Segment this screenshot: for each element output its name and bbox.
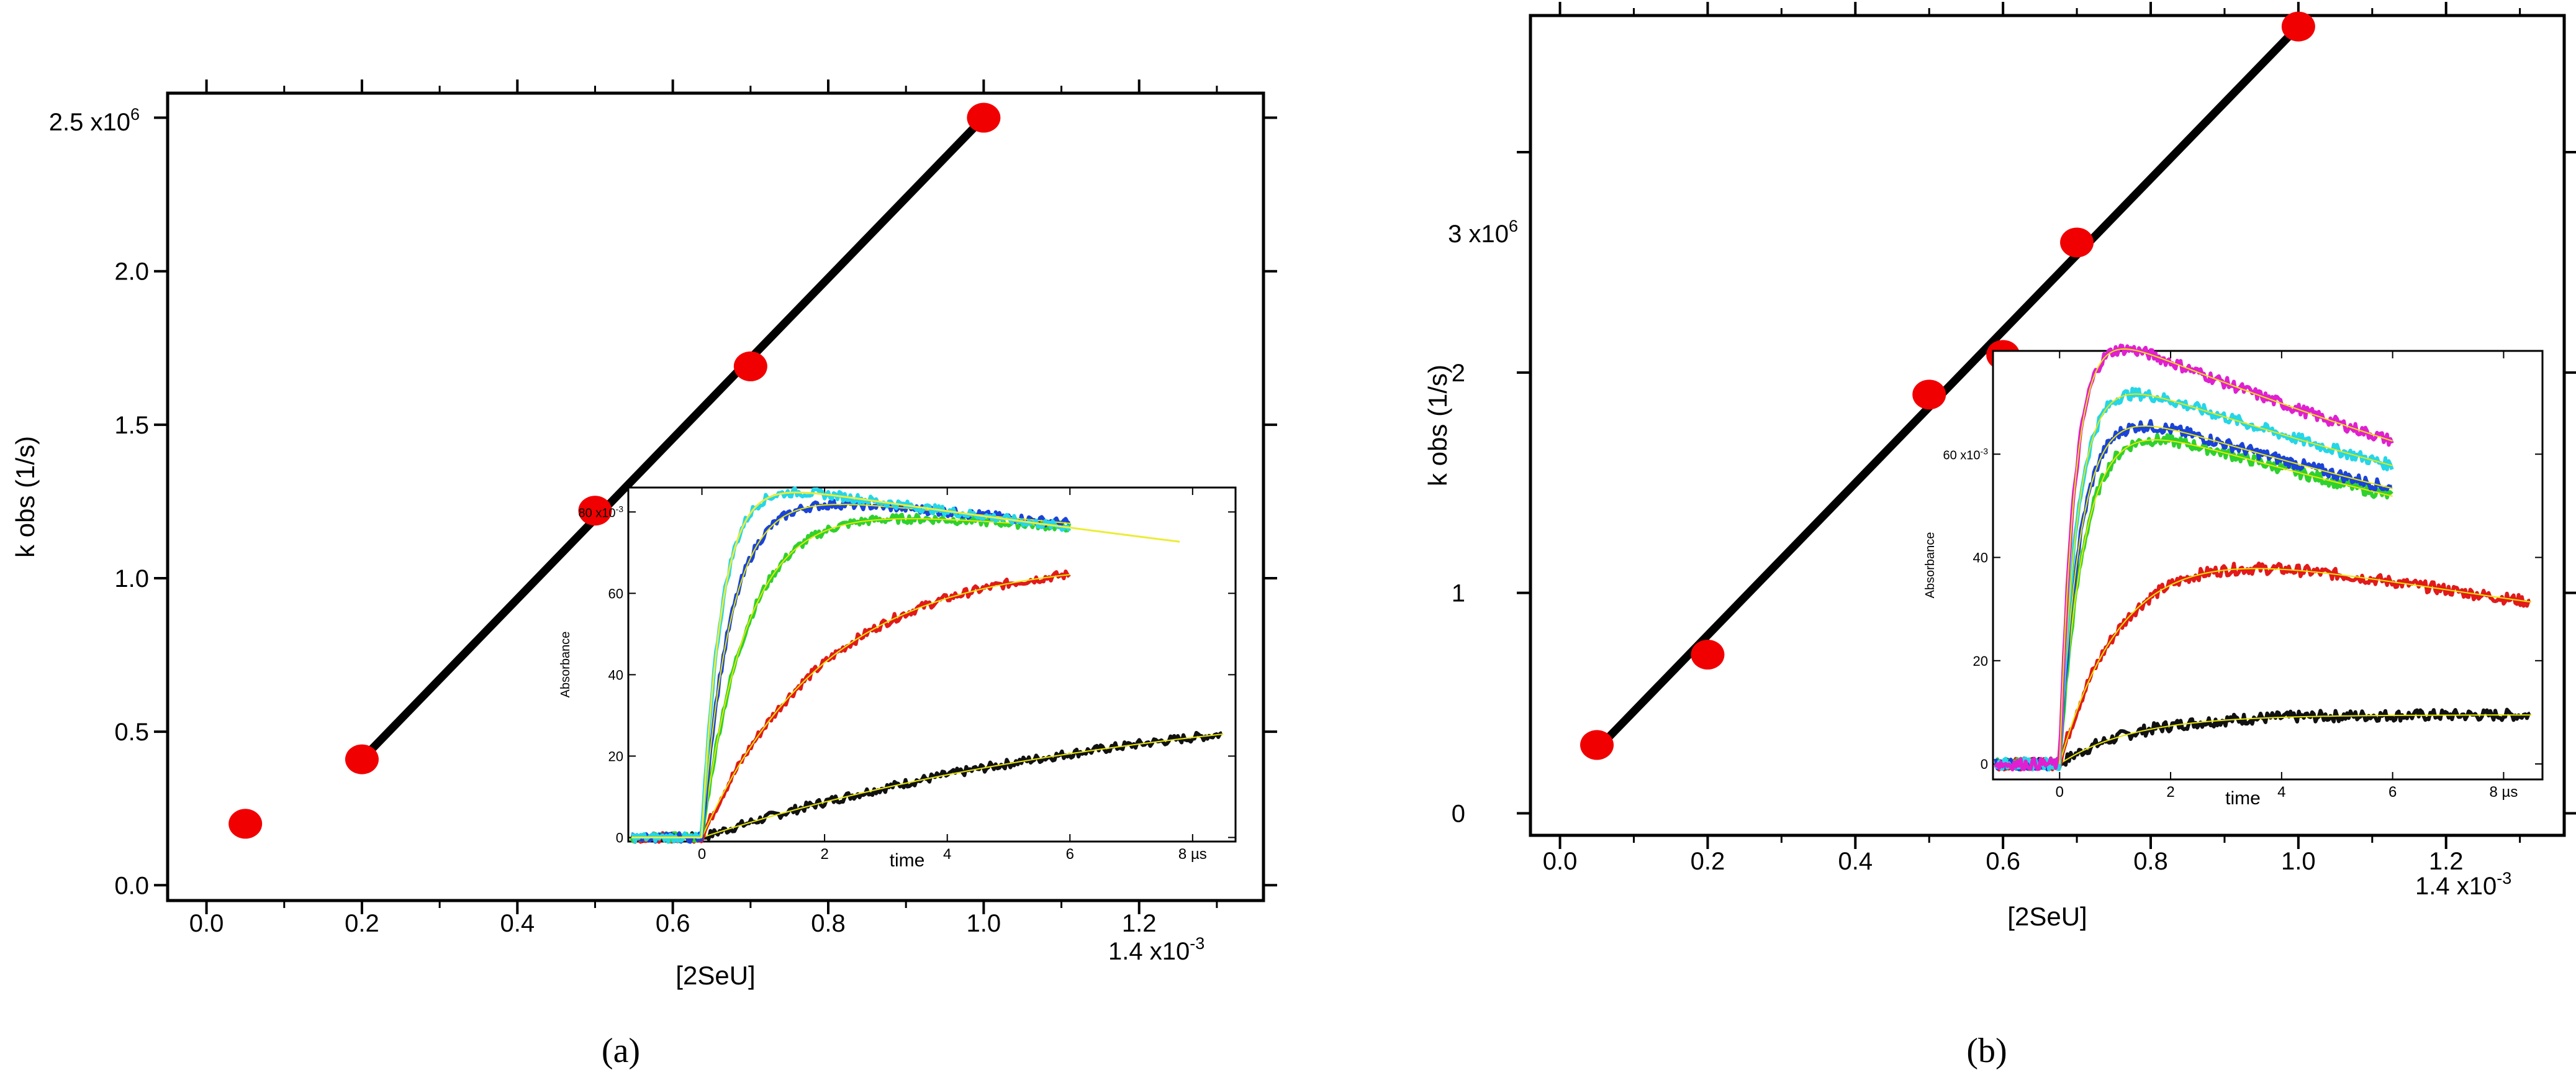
inset-x-tick-label-b: 8 µs <box>2490 784 2518 801</box>
x-tick-label-b: 0.4 <box>1838 848 1873 875</box>
inset-x-tick-label-a: 0 <box>698 846 706 863</box>
inset-fit-black-a <box>702 733 1224 838</box>
x-exponent-label-a: 1.4 x10-3 <box>1108 934 1204 965</box>
y-tick-label-a: 1.5 <box>114 412 149 439</box>
inset-frame-a <box>627 486 1237 843</box>
x-exponent-label-b: 1.4 x10-3 <box>2415 869 2511 900</box>
x-tick-label-b: 0.6 <box>1986 848 2020 875</box>
inset-x-axis-label-a: time <box>890 850 925 871</box>
panel-label-b: (b) <box>1966 1032 2007 1070</box>
inset-y-tick-label-b: 40 <box>1973 550 1988 566</box>
inset-fit-magenta-b <box>2059 348 2393 765</box>
x-tick-label-a: 0.6 <box>656 910 690 937</box>
y-axis-label-a: k obs (1/s) <box>11 436 40 558</box>
inset-y-tick-label-a: 40 <box>608 667 623 683</box>
inset-y-tick-label-a: 0 <box>616 830 623 845</box>
data-point-a <box>733 351 767 381</box>
data-point-a <box>345 744 379 774</box>
x-tick-label-a: 1.2 <box>1122 910 1157 937</box>
inset-fit-blue-b <box>2059 425 2393 765</box>
x-tick-label-a: 0.4 <box>500 910 535 937</box>
x-tick-label-b: 0.2 <box>1691 848 1725 875</box>
inset-y-tick-label-a: 60 <box>608 586 623 601</box>
data-point-b <box>2281 11 2315 42</box>
panel-label-a: (a) <box>602 1032 640 1070</box>
x-tick-label-a: 1.0 <box>967 910 1001 937</box>
y-axis-label-b: k obs (1/s) <box>1423 365 1452 486</box>
x-axis-label-b: [2SeU] <box>2007 902 2087 931</box>
y-tick-label-a: 2.0 <box>114 258 149 286</box>
inset-y-tick-label-a: 80 x10-3 <box>578 504 623 520</box>
inset-y-tick-label-b: 20 <box>1973 653 1988 669</box>
inset-x-tick-label-b: 4 <box>2277 784 2285 801</box>
x-tick-label-b: 1.2 <box>2429 848 2464 875</box>
inset-frame-b <box>1992 350 2544 781</box>
data-point-b <box>1580 730 1614 760</box>
y-tick-label-b: 0 <box>1452 801 1465 828</box>
inset-x-tick-label-a: 8 µs <box>1178 846 1207 863</box>
data-point-a <box>228 809 263 839</box>
inset-x-axis-label-b: time <box>2225 788 2261 809</box>
inset-x-tick-label-b: 6 <box>2388 784 2397 801</box>
chart-panel-b: 0.0 0.2 0.4 0.6 0.8 1.0 1.2 0 1 2 3 x106 1.4 x10-3 [… <box>1423 2 2576 931</box>
y-tick-label-b: 2 <box>1452 360 1465 387</box>
inset-fit-black-b <box>2059 714 2532 765</box>
x-tick-label-a: 0.2 <box>345 910 379 937</box>
inset-x-tick-label-b: 0 <box>2056 784 2064 801</box>
plot-frame-a <box>166 91 1265 902</box>
inset-fit-cyan-b <box>2059 393 2393 765</box>
data-point-a <box>578 496 612 526</box>
inset-x-tick-label-a: 2 <box>820 846 828 863</box>
inset-y-tick-label-b: 60 x10-3 <box>1943 446 1988 462</box>
data-point-b <box>2060 227 2094 258</box>
fit-line-a <box>358 114 988 764</box>
inset-y-tick-label-a: 20 <box>608 748 623 764</box>
x-tick-label-b: 0.8 <box>2133 848 2168 875</box>
x-axis-label-a: [2SeU] <box>676 961 755 990</box>
x-tick-label-b: 0.0 <box>1543 848 1578 875</box>
plot-frame-b <box>1529 14 2566 837</box>
inset-series-fit-tail-a <box>631 491 1180 838</box>
inset-y-axis-label-a: Absorbance <box>559 632 572 698</box>
data-point-b <box>1912 379 1946 410</box>
y-tick-label-a: 1.0 <box>114 565 149 592</box>
inset-fit-red-b <box>2059 568 2532 765</box>
data-point-b <box>1691 640 1725 670</box>
y-exponent-label-a: 2.5 x106 <box>49 105 140 136</box>
x-tick-label-a: 0.8 <box>811 910 846 937</box>
y-tick-label-a: 0.0 <box>114 872 149 899</box>
data-point-a <box>967 102 1001 133</box>
inset-x-tick-label-a: 4 <box>943 846 951 863</box>
x-tick-label-b: 1.0 <box>2281 848 2316 875</box>
inset-x-tick-label-a: 6 <box>1066 846 1074 863</box>
chart-panel-a: 0.0 0.2 0.4 0.6 0.8 1.0 1.2 0.0 0.5 1.0 1.5 2.0 2.5 … <box>11 79 1277 990</box>
inset-fit-red-a <box>701 574 1070 838</box>
y-exponent-label-b: 3 x106 <box>1448 217 1518 248</box>
y-tick-label-a: 0.5 <box>114 719 149 746</box>
inset-x-tick-label-b: 2 <box>2166 784 2174 801</box>
inset-fit-green-b <box>2059 439 2393 765</box>
y-tick-label-b: 1 <box>1452 580 1465 607</box>
inset-y-tick-label-b: 0 <box>1981 756 1988 772</box>
x-tick-label-a: 0.0 <box>189 910 224 937</box>
fit-line-b <box>1593 22 2303 754</box>
inset-fit-green-a <box>701 518 1070 838</box>
inset-y-axis-label-b: Absorbance <box>1923 532 1937 599</box>
